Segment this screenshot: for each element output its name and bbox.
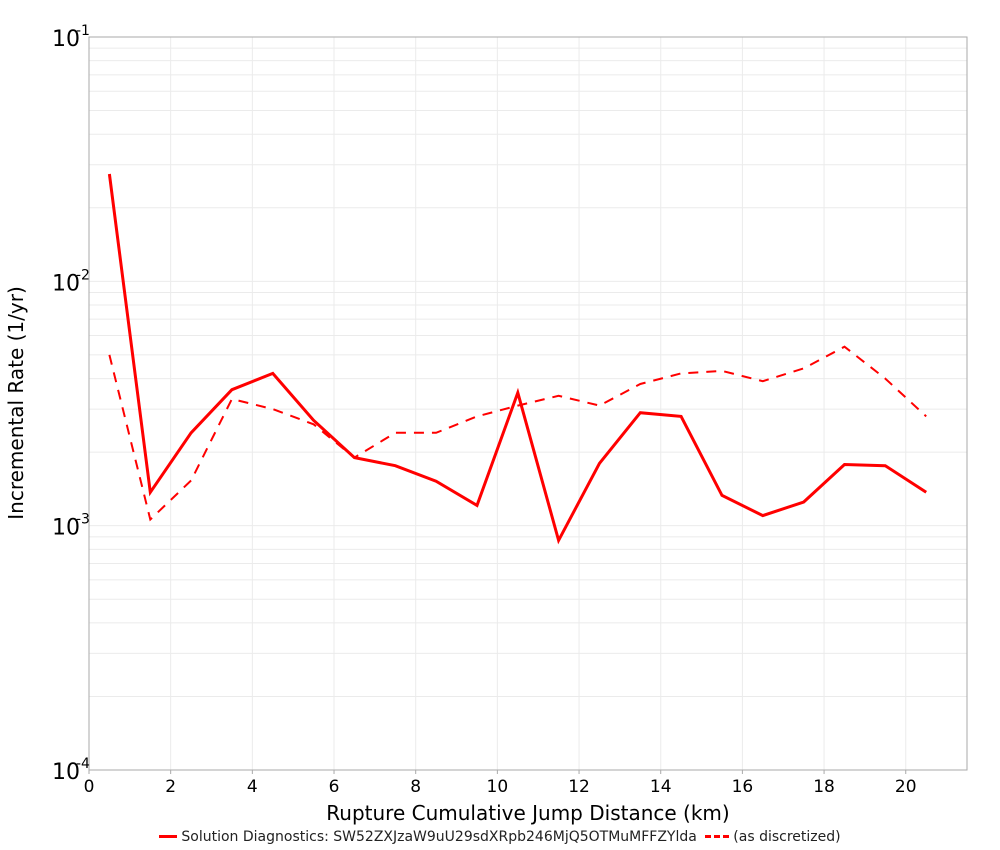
series-as-discretized-line: [108, 345, 927, 522]
legend-label: (as discretized): [733, 828, 841, 845]
svg-text:12: 12: [568, 777, 590, 797]
legend: Solution Diagnostics: SW52ZXJzaW9uU29sdX…: [0, 826, 1000, 845]
y-axis-title: Incremental Rate (1/yr): [4, 286, 28, 519]
svg-text:-1: -1: [76, 23, 90, 39]
grid-lines: [89, 37, 967, 770]
y-axis-ticks: 10-110-210-310-4: [52, 23, 90, 785]
plot-frame: [88, 36, 968, 771]
x-axis-ticks: 0 2 4 6 8 10 12 14 16 18 20: [84, 770, 917, 797]
x-axis-title: Rupture Cumulative Jump Distance (km): [326, 801, 729, 825]
svg-text:16: 16: [732, 777, 754, 797]
svg-text:6: 6: [329, 777, 340, 797]
svg-text:-3: -3: [76, 512, 90, 528]
series-lines: [107, 173, 928, 545]
svg-text:14: 14: [650, 777, 672, 797]
solid-line-swatch-icon: [159, 835, 178, 838]
svg-text:18: 18: [813, 777, 835, 797]
svg-text:2: 2: [165, 777, 176, 797]
series-solution-line: [107, 173, 928, 545]
svg-text:10: 10: [52, 516, 80, 541]
svg-text:0: 0: [84, 777, 95, 797]
svg-text:8: 8: [410, 777, 421, 797]
svg-text:10: 10: [52, 271, 80, 296]
svg-text:10: 10: [52, 760, 80, 785]
svg-text:4: 4: [247, 777, 258, 797]
svg-text:20: 20: [895, 777, 917, 797]
svg-text:-4: -4: [76, 756, 90, 772]
dashed-line-swatch-icon: [705, 835, 730, 838]
svg-text:10: 10: [52, 27, 80, 52]
svg-text:-2: -2: [76, 267, 90, 283]
svg-text:10: 10: [487, 777, 509, 797]
legend-item-discretized: (as discretized): [705, 828, 841, 845]
legend-item-solution: Solution Diagnostics: SW52ZXJzaW9uU29sdX…: [159, 828, 697, 845]
legend-label: Solution Diagnostics: SW52ZXJzaW9uU29sdX…: [181, 828, 697, 845]
